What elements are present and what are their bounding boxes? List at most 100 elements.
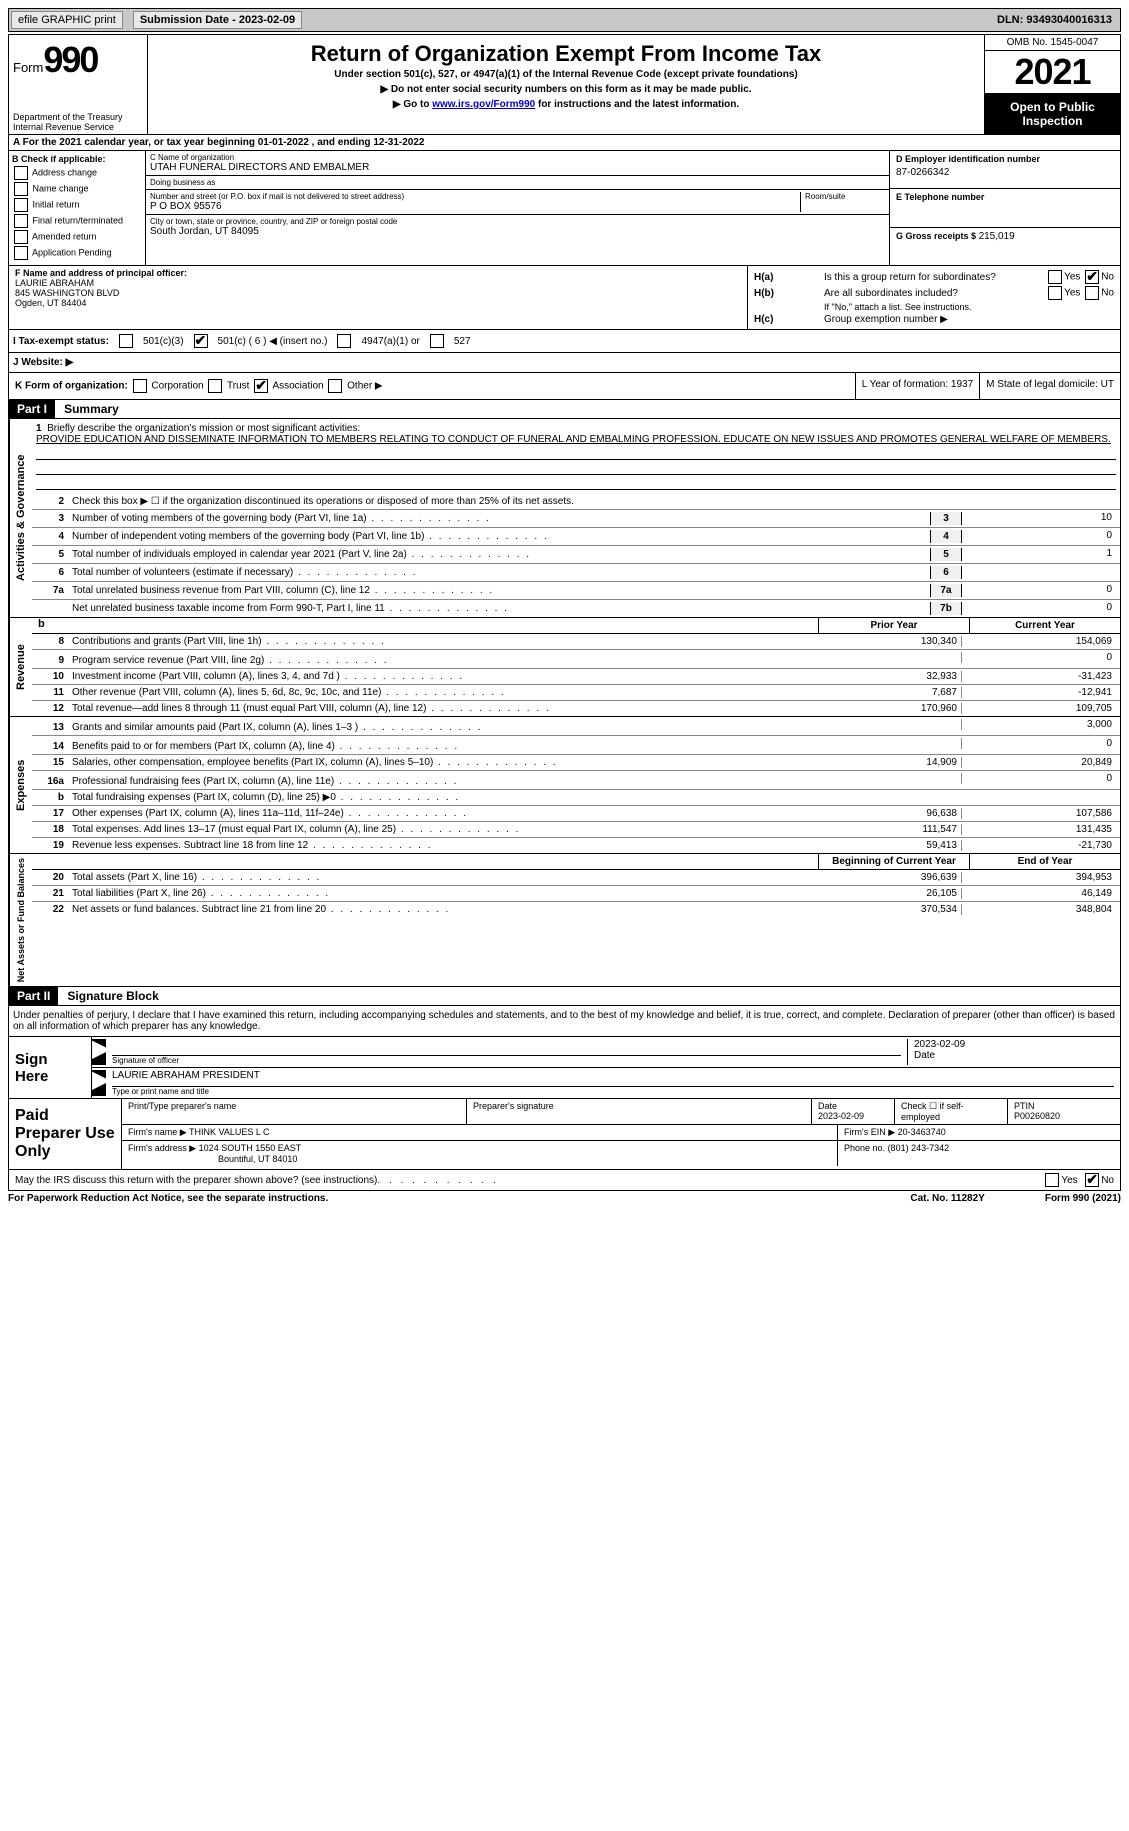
summary-row: 17Other expenses (Part IX, column (A), l…: [32, 806, 1120, 822]
submission-date: Submission Date - 2023-02-09: [133, 11, 302, 29]
officer-name-title: LAURIE ABRAHAM PRESIDENT: [112, 1070, 1114, 1087]
summary-row: 4Number of independent voting members of…: [32, 528, 1120, 546]
discuss-yes[interactable]: [1045, 1173, 1059, 1187]
footer: For Paperwork Reduction Act Notice, see …: [8, 1191, 1121, 1206]
form-of-org-row: K Form of organization: Corporation Trus…: [8, 373, 1121, 400]
efile-print-button[interactable]: efile GRAPHIC print: [11, 11, 123, 29]
summary-row: Net unrelated business taxable income fr…: [32, 600, 1120, 617]
room-suite-label: Room/suite: [801, 192, 885, 212]
form-990-label: Form990: [13, 39, 143, 81]
ha-yes[interactable]: [1048, 270, 1062, 284]
chk-initial-return[interactable]: [14, 198, 28, 212]
ssn-warning: ▶ Do not enter social security numbers o…: [152, 84, 980, 95]
chk-name-change[interactable]: [14, 182, 28, 196]
chk-other[interactable]: [328, 379, 342, 393]
officer-street: 845 WASHINGTON BLVD: [15, 288, 741, 298]
firm-name: THINK VALUES L C: [189, 1127, 270, 1137]
section-fh: F Name and address of principal officer:…: [8, 266, 1121, 330]
summary-row: 19Revenue less expenses. Subtract line 1…: [32, 838, 1120, 853]
revenue-section: Revenue b Prior Year Current Year 8Contr…: [8, 618, 1121, 717]
arrow-icon: ▶: [92, 1039, 106, 1065]
tax-year: 2021: [985, 51, 1120, 94]
state-domicile: M State of legal domicile: UT: [980, 373, 1120, 399]
street-address: P O BOX 95576: [150, 201, 796, 212]
chk-amended[interactable]: [14, 230, 28, 244]
summary-row: 3Number of voting members of the governi…: [32, 510, 1120, 528]
signature-date: 2023-02-09: [914, 1039, 1114, 1050]
firm-address: 1024 SOUTH 1550 EAST: [199, 1143, 302, 1153]
ein: 87-0266342: [896, 167, 1114, 178]
summary-row: 10Investment income (Part VIII, column (…: [32, 669, 1120, 685]
hb-yes[interactable]: [1048, 286, 1062, 300]
firm-phone: (801) 243-7342: [888, 1143, 950, 1153]
chk-address-change[interactable]: [14, 166, 28, 180]
summary-row: 6Total number of volunteers (estimate if…: [32, 564, 1120, 582]
summary-row: 15Salaries, other compensation, employee…: [32, 755, 1120, 771]
officer-city: Ogden, UT 84404: [15, 298, 741, 308]
part2-header: Part II Signature Block: [8, 987, 1121, 1006]
summary-row: 8Contributions and grants (Part VIII, li…: [32, 634, 1120, 650]
preparer-date: 2023-02-09: [818, 1111, 888, 1121]
form-header: Form990 Department of the Treasury Inter…: [8, 34, 1121, 135]
dln: DLN: 93493040016313: [997, 14, 1112, 26]
ptin: P00260820: [1014, 1111, 1114, 1121]
summary-row: 22Net assets or fund balances. Subtract …: [32, 902, 1120, 917]
paid-preparer-label: Paid Preparer Use Only: [9, 1099, 121, 1169]
perjury-declaration: Under penalties of perjury, I declare th…: [9, 1006, 1120, 1036]
summary-row: 20Total assets (Part X, line 16) 396,639…: [32, 870, 1120, 886]
top-bar: efile GRAPHIC print Submission Date - 20…: [8, 8, 1121, 32]
hb-no[interactable]: [1085, 286, 1099, 300]
chk-501c3[interactable]: [119, 334, 133, 348]
activities-governance-section: Activities & Governance 1 Briefly descri…: [8, 419, 1121, 618]
chk-501c[interactable]: [194, 334, 208, 348]
form-subtitle: Under section 501(c), 527, or 4947(a)(1)…: [152, 69, 980, 80]
form-title: Return of Organization Exempt From Incom…: [152, 41, 980, 67]
discuss-no[interactable]: [1085, 1173, 1099, 1187]
summary-row: 9Program service revenue (Part VIII, lin…: [32, 650, 1120, 669]
summary-row: 5Total number of individuals employed in…: [32, 546, 1120, 564]
summary-row: 13Grants and similar amounts paid (Part …: [32, 717, 1120, 736]
chk-corp[interactable]: [133, 379, 147, 393]
ha-no[interactable]: [1085, 270, 1099, 284]
omb-number: OMB No. 1545-0047: [985, 35, 1120, 51]
net-assets-section: Net Assets or Fund Balances Beginning of…: [8, 854, 1121, 987]
sign-here-label: Sign Here: [9, 1037, 91, 1098]
city-state-zip: South Jordan, UT 84095: [150, 226, 885, 237]
chk-527[interactable]: [430, 334, 444, 348]
mission-text: PROVIDE EDUCATION AND DISSEMINATE INFORM…: [36, 434, 1111, 445]
box-c: C Name of organization UTAH FUNERAL DIRE…: [146, 151, 890, 265]
chk-assoc[interactable]: [254, 379, 268, 393]
box-b: B Check if applicable: Address change Na…: [9, 151, 146, 265]
chk-trust[interactable]: [208, 379, 222, 393]
chk-app-pending[interactable]: [14, 246, 28, 260]
summary-row: 7aTotal unrelated business revenue from …: [32, 582, 1120, 600]
tax-status-row: I Tax-exempt status: 501(c)(3) 501(c) ( …: [8, 330, 1121, 353]
officer-name: LAURIE ABRAHAM: [15, 278, 741, 288]
gross-receipts: 215,019: [979, 231, 1015, 242]
summary-row: bTotal fundraising expenses (Part IX, co…: [32, 790, 1120, 806]
expenses-section: Expenses 13Grants and similar amounts pa…: [8, 717, 1121, 854]
box-f: F Name and address of principal officer:…: [9, 266, 748, 329]
section-bcd: B Check if applicable: Address change Na…: [8, 151, 1121, 266]
open-to-public: Open to Public Inspection: [985, 94, 1120, 134]
year-formation: L Year of formation: 1937: [856, 373, 980, 399]
summary-row: 21Total liabilities (Part X, line 26) 26…: [32, 886, 1120, 902]
summary-row: 14Benefits paid to or for members (Part …: [32, 736, 1120, 755]
dept-treasury: Department of the Treasury Internal Reve…: [13, 112, 143, 132]
goto-link-line: ▶ Go to www.irs.gov/Form990 for instruct…: [152, 99, 980, 110]
irs-link[interactable]: www.irs.gov/Form990: [432, 99, 535, 110]
firm-ein: 20-3463740: [898, 1127, 946, 1137]
summary-row: 11Other revenue (Part VIII, column (A), …: [32, 685, 1120, 701]
website-row: J Website: ▶: [8, 353, 1121, 373]
summary-row: 16aProfessional fundraising fees (Part I…: [32, 771, 1120, 790]
summary-row: 18Total expenses. Add lines 13–17 (must …: [32, 822, 1120, 838]
chk-4947[interactable]: [337, 334, 351, 348]
summary-row: 12Total revenue—add lines 8 through 11 (…: [32, 701, 1120, 716]
calendar-year-line: A For the 2021 calendar year, or tax yea…: [8, 135, 1121, 151]
part1-header: Part I Summary: [8, 400, 1121, 419]
box-h: H(a) Is this a group return for subordin…: [748, 266, 1120, 329]
signature-block: Under penalties of perjury, I declare th…: [8, 1006, 1121, 1170]
box-d: D Employer identification number 87-0266…: [890, 151, 1120, 265]
chk-final-return[interactable]: [14, 214, 28, 228]
arrow-icon: ▶: [92, 1070, 106, 1096]
